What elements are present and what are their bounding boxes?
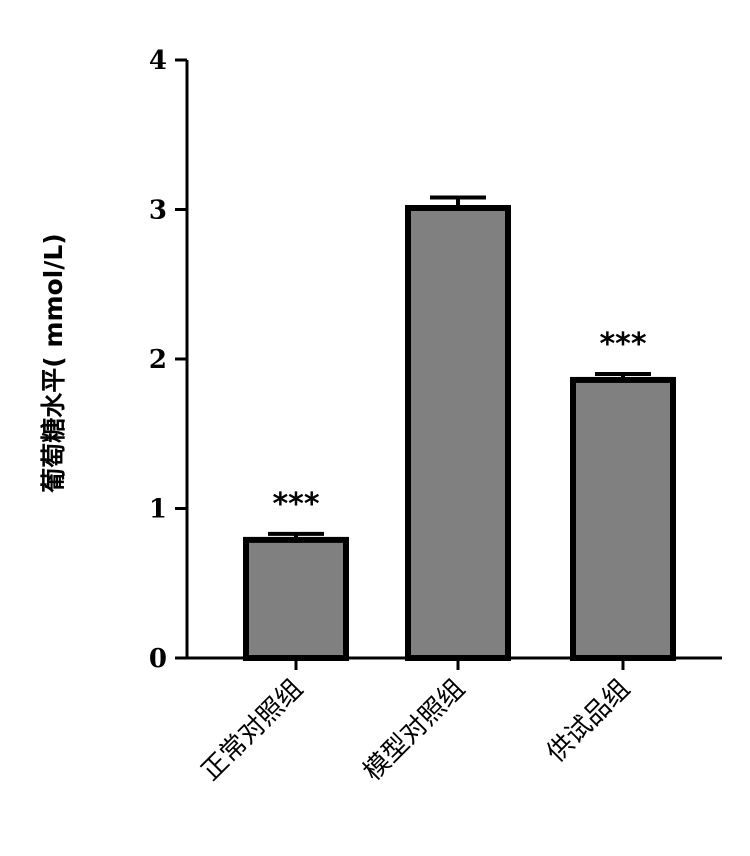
- y-tick-label: 0: [149, 644, 167, 674]
- y-tick-label: 4: [149, 46, 167, 76]
- x-tick-label: 模型对照组: [358, 674, 471, 787]
- bars: [243, 205, 676, 662]
- x-tick-label: 正常对照组: [196, 674, 309, 787]
- y-tick-label: 2: [149, 345, 167, 375]
- y-axis-label: 葡萄糖水平( mmol/L): [39, 233, 68, 493]
- x-tick-label: 供试品组: [541, 674, 636, 769]
- y-tick-label: 3: [149, 196, 167, 226]
- error-bar: [595, 371, 651, 380]
- error-bars: [268, 195, 651, 540]
- error-bar: [268, 531, 324, 540]
- significance-label: ***: [272, 487, 319, 522]
- bar: [570, 376, 676, 661]
- error-bar: [430, 195, 486, 209]
- bar: [405, 205, 511, 661]
- x-tick-labels: 正常对照组 模型对照组 供试品组: [196, 674, 636, 787]
- y-tick-label: 1: [149, 495, 167, 525]
- significance-label: ***: [599, 327, 646, 362]
- bar: [243, 536, 349, 662]
- significance-markers: *** ***: [272, 327, 646, 522]
